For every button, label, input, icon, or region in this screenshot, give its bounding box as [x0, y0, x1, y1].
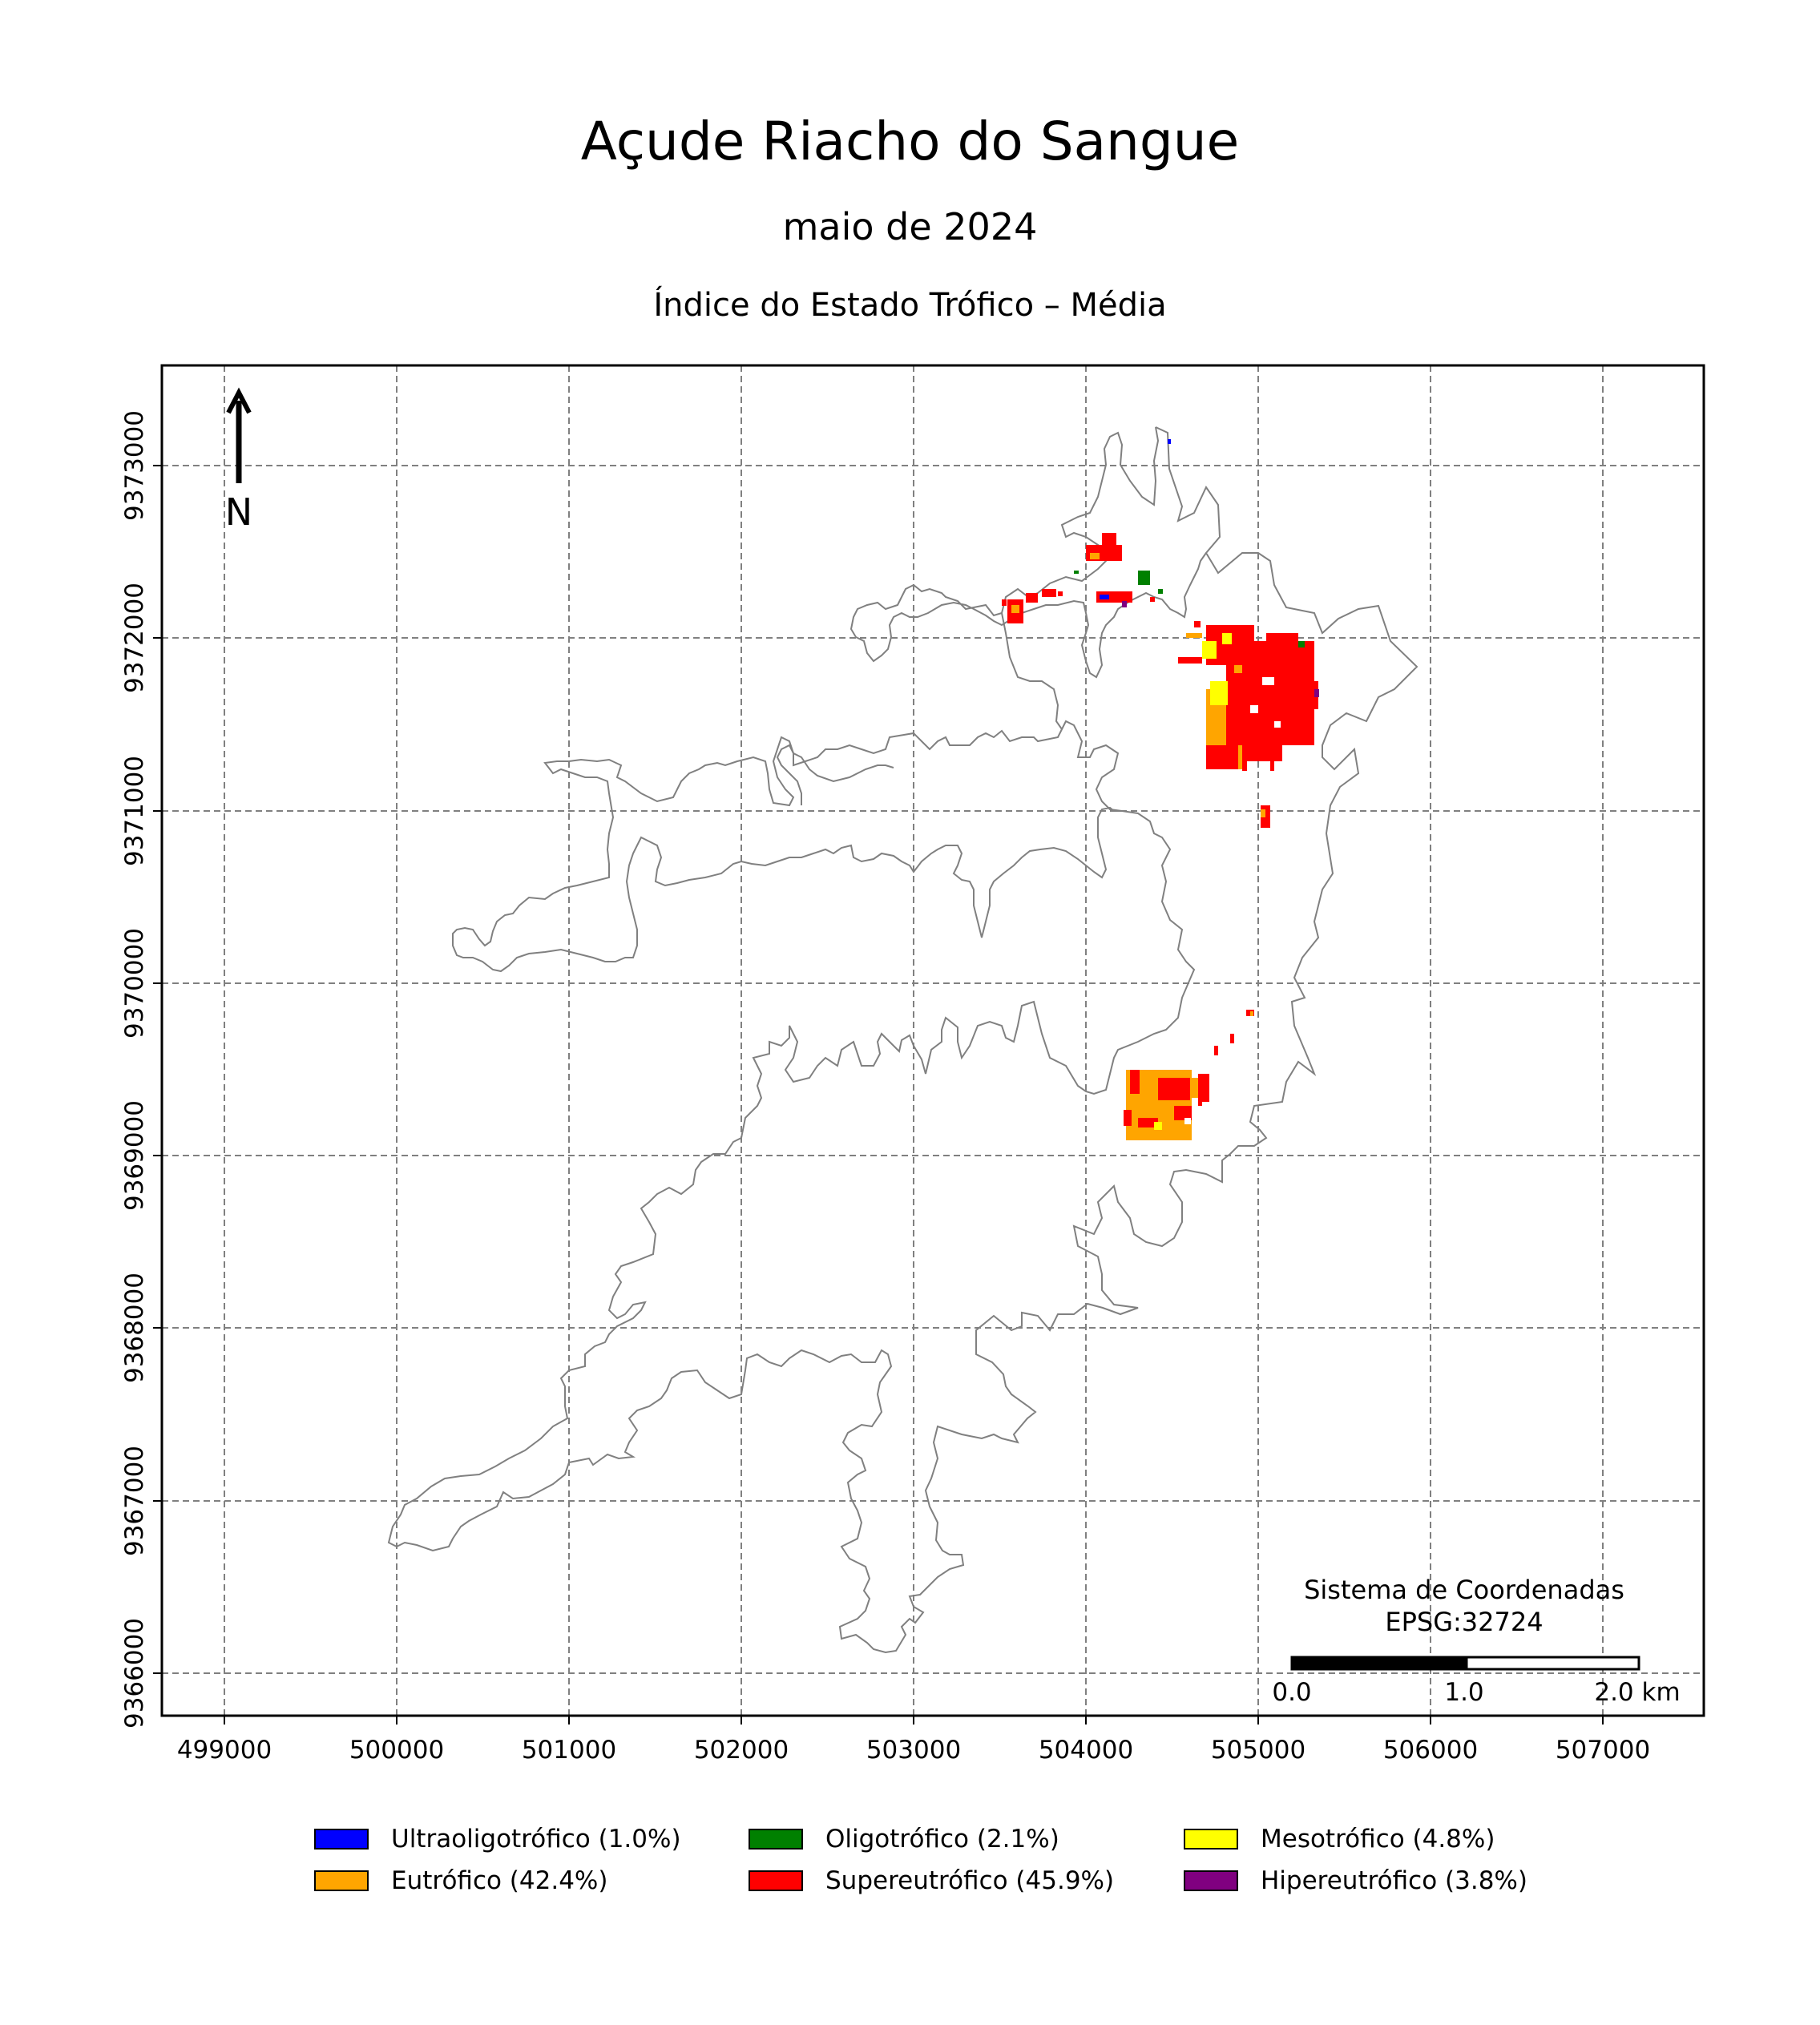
legend-swatch	[749, 1870, 803, 1891]
x-tick-label: 501000	[522, 1736, 616, 1765]
legend-label: Hipereutrófico (3.8%)	[1261, 1866, 1527, 1895]
y-tick-label: 9367000	[120, 1446, 149, 1556]
legend-item-eutrofico: Eutrófico (42.4%)	[314, 1865, 607, 1897]
north-arrow-label: N	[225, 490, 252, 534]
reservoir-outline-west	[776, 612, 1063, 805]
x-tick-label: 502000	[694, 1736, 789, 1765]
map-title: Açude Riacho do Sangue	[580, 111, 1240, 172]
y-tick-label: 9369000	[120, 1100, 149, 1211]
scale-bar-white	[1465, 1656, 1640, 1671]
scale-label-1: 1.0	[1444, 1678, 1483, 1707]
legend-swatch	[749, 1829, 803, 1850]
legend-item-mesotrofico: Mesotrófico (4.8%)	[1184, 1823, 1495, 1855]
legend-label: Supereutrófico (45.9%)	[825, 1866, 1115, 1895]
north-arrow-head	[226, 387, 252, 414]
legend-item-oligotrofico: Oligotrófico (2.1%)	[749, 1823, 1059, 1855]
axes-frame	[160, 364, 1705, 1717]
legend-label: Eutrófico (42.4%)	[391, 1866, 608, 1895]
crs-line2: EPSG:32724	[1385, 1607, 1543, 1637]
reservoir-outline-north	[849, 426, 1207, 679]
legend-item-ultraoligotrofico: Ultraoligotrófico (1.0%)	[314, 1823, 681, 1855]
y-tick-label: 9366000	[120, 1618, 149, 1729]
y-tick-label: 9368000	[120, 1273, 149, 1383]
reservoir-outline	[387, 426, 1418, 1654]
scale-bar-black	[1290, 1656, 1468, 1671]
trophic-pixels	[1002, 439, 1319, 1140]
x-tick-label: 503000	[866, 1736, 961, 1765]
y-tick-label: 9373000	[120, 410, 149, 521]
x-tick-label: 500000	[349, 1736, 444, 1765]
legend-label: Mesotrófico (4.8%)	[1261, 1825, 1495, 1854]
scale-label-0: 0.0	[1272, 1678, 1311, 1707]
y-tick-labels: 9366000 9367000 9368000 9369000 9370000 …	[120, 410, 149, 1729]
legend-label: Ultraoligotrófico (1.0%)	[391, 1825, 681, 1854]
x-tick-labels: 499000 500000 501000 502000 503000 50400…	[177, 1736, 1650, 1765]
legend-item-hipereutrofico: Hipereutrófico (3.8%)	[1184, 1865, 1527, 1897]
north-arrow: N	[225, 387, 252, 534]
y-tick-label: 9371000	[120, 756, 149, 866]
legend-item-supereutrofico: Supereutrófico (45.9%)	[749, 1865, 1114, 1897]
crs-line1: Sistema de Coordenadas	[1304, 1575, 1624, 1605]
legend-swatch	[314, 1870, 369, 1891]
scale-bar: 0.0 1.0 2.0 km	[1272, 1656, 1681, 1707]
x-tick-label: 499000	[177, 1736, 272, 1765]
grid	[162, 365, 1704, 1716]
map-index-title: Índice do Estado Trófico – Média	[653, 287, 1167, 324]
scale-label-2: 2.0 km	[1594, 1678, 1680, 1707]
legend: Ultraoligotrófico (1.0%) Oligotrófico (2…	[314, 1823, 1596, 1911]
map-subtitle: maio de 2024	[782, 205, 1038, 248]
legend-label: Oligotrófico (2.1%)	[825, 1825, 1059, 1854]
y-tick-label: 9370000	[120, 928, 149, 1039]
legend-swatch	[1184, 1870, 1238, 1891]
legend-swatch	[1184, 1829, 1238, 1850]
y-tick-label: 9372000	[120, 583, 149, 693]
tick-marks	[153, 465, 1604, 1724]
x-tick-label: 506000	[1383, 1736, 1478, 1765]
x-tick-label: 507000	[1556, 1736, 1650, 1765]
x-tick-label: 504000	[1039, 1736, 1133, 1765]
legend-swatch	[314, 1829, 369, 1850]
x-tick-label: 505000	[1211, 1736, 1305, 1765]
